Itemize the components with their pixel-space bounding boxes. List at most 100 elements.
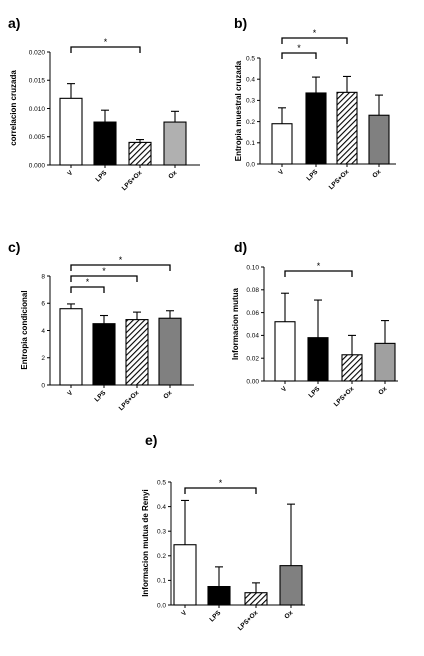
significance-star: * xyxy=(297,43,301,53)
x-tick-label: LPS+Ox xyxy=(121,169,144,192)
x-tick-label: Ox xyxy=(167,169,178,180)
bar-Ox xyxy=(279,565,303,606)
y-tick-label: 0.3 xyxy=(157,529,166,536)
significance-bracket xyxy=(281,52,317,59)
bar-Ox xyxy=(368,114,390,165)
y-tick-label: 0.015 xyxy=(29,78,46,85)
x-tick-label: Ox xyxy=(162,389,173,400)
y-tick-label: 0.000 xyxy=(29,162,46,169)
y-tick-label: 0.5 xyxy=(157,479,166,486)
y-tick-label: 2 xyxy=(41,355,45,362)
bar-V xyxy=(59,308,83,386)
y-tick-label: 0 xyxy=(41,382,45,389)
y-tick-label: 0.1 xyxy=(157,578,166,585)
chart-panel-3: c) Entropia condicional 0 2 4 6 8 V LPS LPS+Ox Ox *… xyxy=(8,239,194,412)
significance-bracket xyxy=(70,275,138,282)
significance-bracket xyxy=(70,46,141,53)
significance-star: * xyxy=(219,478,223,488)
y-axis-label: Entropia condicional xyxy=(20,290,29,369)
y-axis-label: Entropia muestral cruzada xyxy=(234,60,243,161)
significance-star: * xyxy=(102,266,106,276)
bar-LPS xyxy=(93,121,117,166)
bar-V xyxy=(173,544,197,606)
bar-Ox xyxy=(158,317,182,386)
y-tick-label: 0.00 xyxy=(246,378,259,385)
y-tick-label: 0.04 xyxy=(246,333,259,340)
bar-LPS xyxy=(305,92,327,165)
x-tick-label: LPS xyxy=(209,609,223,623)
y-tick-label: 0.005 xyxy=(29,134,46,141)
bar-LPS xyxy=(92,323,116,386)
bar-V xyxy=(59,97,83,166)
x-tick-label: LPS+Ox xyxy=(237,609,260,632)
panel-label: d) xyxy=(234,239,247,255)
y-tick-label: 0.08 xyxy=(246,287,259,294)
chart-panel-4: d) Informacion mutua 0.00 0.02 0.04 0.06 0.08 0… xyxy=(231,239,398,408)
y-tick-label: 0.2 xyxy=(246,119,255,126)
x-tick-label: LPS xyxy=(94,389,108,403)
y-tick-label: 0.0 xyxy=(246,161,255,168)
y-tick-label: 4 xyxy=(41,328,45,335)
bar-LPS xyxy=(207,585,231,606)
bar-V xyxy=(274,321,296,382)
y-axis-label: Informacion mutua xyxy=(231,287,240,360)
significance-bracket xyxy=(281,37,348,44)
x-tick-label: V xyxy=(277,168,285,176)
x-tick-label: LPS xyxy=(95,169,109,183)
y-tick-label: 0.3 xyxy=(246,98,255,105)
y-tick-label: 0.2 xyxy=(157,553,166,560)
bar-LPS+Ox xyxy=(125,319,149,386)
significance-bracket xyxy=(284,270,353,277)
y-tick-label: 0.4 xyxy=(157,504,166,511)
x-tick-label: V xyxy=(180,609,188,617)
y-tick-label: 0.02 xyxy=(246,356,259,363)
significance-star: * xyxy=(119,255,123,265)
significance-bracket xyxy=(184,487,257,494)
significance-bracket xyxy=(70,264,171,271)
x-tick-label: V xyxy=(66,389,74,397)
chart-panel-1: a) correlacion cruzada 0.000 0.005 0.010 0.01… xyxy=(8,15,200,192)
significance-star: * xyxy=(313,28,317,38)
x-tick-label: Ox xyxy=(377,385,388,396)
x-tick-label: LPS+Ox xyxy=(118,389,141,412)
panel-label: a) xyxy=(8,15,20,31)
bar-V xyxy=(271,123,293,165)
panel-label: e) xyxy=(145,432,157,448)
x-tick-label: V xyxy=(66,169,74,177)
x-tick-label: LPS+Ox xyxy=(328,168,351,191)
significance-star: * xyxy=(104,37,108,47)
bar-LPS+Ox xyxy=(341,354,363,382)
y-axis-label: correlacion cruzada xyxy=(9,70,18,146)
y-axis-label: Informacion mutua de Renyi xyxy=(141,489,150,597)
y-tick-label: 0.10 xyxy=(246,264,259,271)
y-tick-label: 0.010 xyxy=(29,106,46,113)
y-tick-label: 0.020 xyxy=(29,49,46,56)
bar-Ox xyxy=(374,342,396,382)
y-tick-label: 0.06 xyxy=(246,310,259,317)
x-tick-label: LPS xyxy=(306,168,320,182)
x-tick-label: LPS+Ox xyxy=(333,385,356,408)
bar-Ox xyxy=(163,121,187,166)
panel-label: b) xyxy=(234,15,247,31)
y-tick-label: 0.0 xyxy=(157,602,166,609)
x-tick-label: Ox xyxy=(283,609,294,620)
bar-LPS+Ox xyxy=(244,592,268,606)
x-tick-label: LPS xyxy=(308,385,322,399)
x-tick-label: V xyxy=(280,385,288,393)
y-tick-label: 0.5 xyxy=(246,55,255,62)
bar-LPS+Ox xyxy=(336,91,358,165)
y-tick-label: 8 xyxy=(41,273,45,280)
y-tick-label: 0.4 xyxy=(246,77,255,84)
panel-label: c) xyxy=(8,239,20,255)
x-tick-label: Ox xyxy=(371,168,382,179)
y-tick-label: 6 xyxy=(41,301,45,308)
significance-star: * xyxy=(317,261,321,271)
y-tick-label: 0.1 xyxy=(246,140,255,147)
chart-panel-5: e) Informacion mutua de Renyi 0.0 0.1 0.2 0.3… xyxy=(141,432,305,632)
significance-star: * xyxy=(86,277,90,287)
significance-bracket xyxy=(70,286,105,293)
bar-LPS xyxy=(307,337,329,382)
bar-LPS+Ox xyxy=(128,141,152,166)
